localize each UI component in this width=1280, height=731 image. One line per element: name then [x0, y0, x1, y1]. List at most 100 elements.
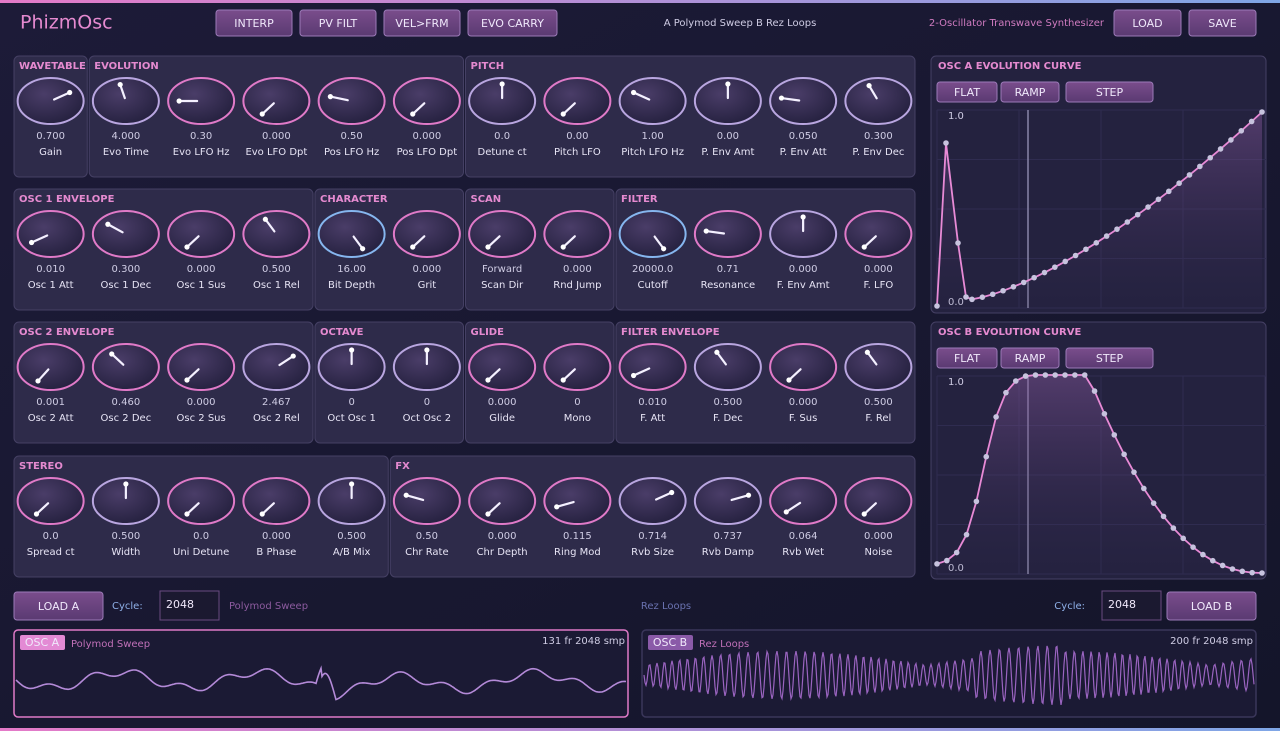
knob[interactable]: [468, 77, 537, 125]
knob[interactable]: [317, 477, 386, 525]
curve-point[interactable]: [944, 557, 950, 564]
curve-point[interactable]: [1190, 544, 1196, 550]
knob[interactable]: [543, 77, 612, 125]
curve-point[interactable]: [1041, 269, 1048, 276]
curve-point[interactable]: [1259, 570, 1265, 576]
knob[interactable]: [468, 210, 537, 258]
knob[interactable]: [844, 477, 913, 525]
curve-point[interactable]: [1239, 568, 1246, 575]
curve-point[interactable]: [1114, 226, 1120, 232]
curve-point[interactable]: [1145, 204, 1151, 210]
mode-button[interactable]: [467, 9, 558, 37]
curve-point[interactable]: [953, 549, 960, 556]
curve-mode-button[interactable]: [1000, 81, 1060, 103]
knob[interactable]: [844, 343, 913, 391]
curve-point[interactable]: [1131, 469, 1137, 475]
knob[interactable]: [91, 343, 160, 391]
curve-point[interactable]: [1000, 287, 1006, 294]
mode-button[interactable]: [215, 9, 293, 37]
knob[interactable]: [242, 477, 311, 525]
curve-point[interactable]: [1209, 557, 1216, 564]
curve-mode-button[interactable]: [1065, 81, 1154, 103]
curve-point[interactable]: [1083, 246, 1089, 253]
knob[interactable]: [769, 343, 838, 391]
curve-point[interactable]: [1207, 154, 1214, 161]
curve-mode-button[interactable]: [936, 347, 998, 369]
curve-point[interactable]: [1042, 372, 1049, 378]
curve-point[interactable]: [1081, 372, 1088, 378]
knob[interactable]: [468, 477, 537, 525]
knob[interactable]: [543, 210, 612, 258]
knob[interactable]: [16, 477, 85, 525]
curve-point[interactable]: [989, 291, 996, 298]
knob[interactable]: [16, 210, 85, 258]
knob[interactable]: [693, 210, 762, 258]
curve-point[interactable]: [1259, 109, 1265, 115]
curve-point[interactable]: [1176, 180, 1182, 187]
curve-point[interactable]: [993, 414, 999, 420]
curve-point[interactable]: [1103, 233, 1110, 239]
curve-point[interactable]: [1062, 258, 1069, 265]
curve-point[interactable]: [1010, 283, 1017, 290]
curve-point[interactable]: [1111, 432, 1118, 438]
knob[interactable]: [317, 343, 386, 391]
knob[interactable]: [392, 210, 461, 258]
knob[interactable]: [543, 477, 612, 525]
knob[interactable]: [242, 210, 311, 258]
curve-point[interactable]: [1228, 137, 1234, 143]
curve-mode-button[interactable]: [1000, 347, 1060, 369]
curve-point[interactable]: [955, 240, 961, 246]
mode-button[interactable]: [299, 9, 377, 37]
knob[interactable]: [317, 77, 386, 125]
curve-point[interactable]: [1124, 219, 1131, 225]
curve-point[interactable]: [934, 561, 940, 567]
load-a-button[interactable]: [13, 591, 104, 621]
curve-point[interactable]: [983, 453, 990, 460]
knob[interactable]: [167, 210, 236, 258]
knob[interactable]: [167, 343, 236, 391]
curve-point[interactable]: [1062, 372, 1068, 378]
mode-button[interactable]: [383, 9, 461, 37]
knob[interactable]: [693, 343, 762, 391]
curve-point[interactable]: [1012, 378, 1019, 384]
curve-point[interactable]: [1229, 566, 1236, 572]
curve-point[interactable]: [1032, 372, 1039, 378]
curve-point[interactable]: [1031, 274, 1037, 281]
curve-point[interactable]: [1003, 389, 1009, 396]
knob[interactable]: [392, 77, 461, 125]
curve-mode-button[interactable]: [936, 81, 998, 103]
curve-point[interactable]: [1165, 188, 1172, 195]
curve-point[interactable]: [1160, 513, 1167, 520]
curve-point[interactable]: [1091, 388, 1098, 394]
curve-point[interactable]: [1155, 196, 1162, 203]
knob[interactable]: [392, 477, 461, 525]
curve-point[interactable]: [1217, 146, 1224, 152]
curve-point[interactable]: [943, 140, 949, 146]
curve-point[interactable]: [1238, 127, 1245, 134]
curve-point[interactable]: [1150, 500, 1157, 506]
knob[interactable]: [468, 343, 537, 391]
knob[interactable]: [392, 343, 461, 391]
curve-point[interactable]: [973, 498, 980, 505]
curve-point[interactable]: [963, 294, 969, 300]
curve-point[interactable]: [1249, 569, 1255, 576]
curve-point[interactable]: [1180, 535, 1187, 542]
knob[interactable]: [543, 343, 612, 391]
cycle-input[interactable]: [159, 590, 220, 621]
curve-point[interactable]: [1134, 211, 1141, 218]
knob[interactable]: [769, 210, 838, 258]
curve-point[interactable]: [934, 303, 940, 309]
curve-point[interactable]: [1020, 279, 1027, 286]
knob[interactable]: [618, 343, 687, 391]
curve-point[interactable]: [1219, 562, 1226, 569]
curve-point[interactable]: [969, 296, 975, 303]
curve-point[interactable]: [1248, 118, 1255, 125]
curve-point[interactable]: [963, 531, 970, 538]
knob[interactable]: [693, 77, 762, 125]
curve-point[interactable]: [1022, 373, 1029, 379]
save-button[interactable]: [1188, 9, 1257, 37]
knob[interactable]: [769, 477, 838, 525]
knob[interactable]: [242, 343, 311, 391]
knob[interactable]: [844, 210, 913, 258]
knob[interactable]: [242, 77, 311, 125]
